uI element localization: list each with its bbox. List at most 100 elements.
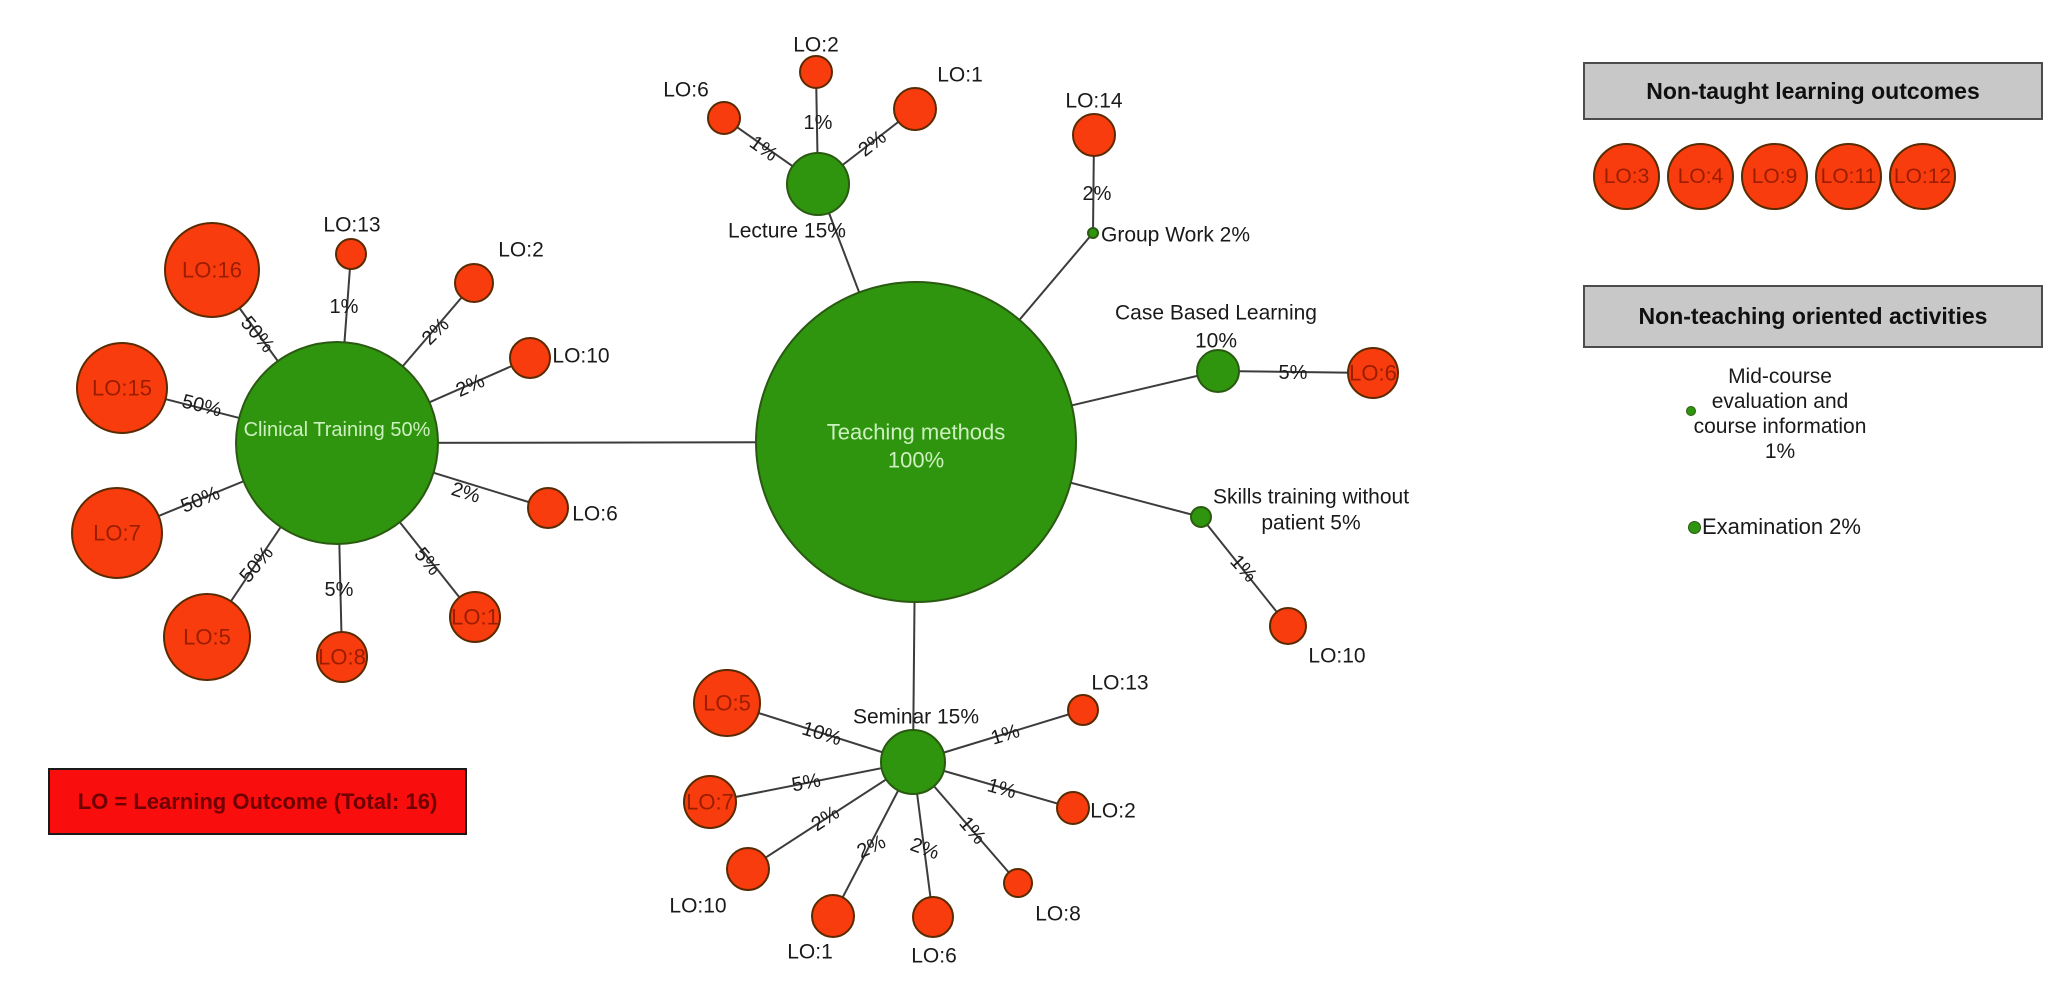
legend-box: LO = Learning Outcome (Total: 16) (48, 768, 467, 835)
pct-sem-lo10: 2% (807, 802, 843, 836)
non-taught-circle-lo4: LO:4 (1667, 143, 1734, 210)
pct-sem-lo2: 1% (985, 774, 1019, 803)
mid-course-line1: Mid-course (1728, 365, 1832, 388)
node-ct-lo5 (163, 593, 251, 681)
node-sem-lo13 (1067, 694, 1099, 726)
label-ct-lo2: LO:2 (498, 238, 544, 261)
non-taught-header: Non-taught learning outcomes (1583, 62, 2043, 120)
label-sem-lo6: LO:6 (911, 944, 957, 967)
label-sem-lo1: LO:1 (787, 940, 833, 963)
label-skills-line2: patient 5% (1261, 511, 1360, 534)
non-taught-circles-row: LO:3 LO:4 LO:9 LO:11 LO:12 (1593, 143, 1956, 210)
pct-sem-lo6: 2% (907, 834, 942, 865)
pct-ct-lo5: 50% (235, 542, 278, 587)
node-sem-lo8 (1003, 868, 1033, 898)
label-gw-lo14: LO:14 (1065, 89, 1123, 112)
node-ct-lo15 (76, 342, 168, 434)
node-label-sem-lo7: LO:7 (686, 790, 734, 815)
pct-sem-lo1: 2% (854, 831, 890, 863)
pct-ct-lo16: 50% (236, 312, 279, 357)
non-teaching-header: Non-teaching oriented activities (1583, 285, 2043, 348)
node-teaching-methods (755, 281, 1077, 603)
node-label-ct-lo8: LO:8 (318, 645, 366, 670)
label-case-based-line2: 10% (1195, 329, 1237, 352)
label-sem-lo8: LO:8 (1035, 902, 1081, 925)
label-ct-lo13: LO:13 (323, 213, 380, 236)
pct-ct-lo1: 5% (410, 544, 446, 580)
pct-ct-lo8: 5% (325, 579, 354, 601)
node-sem-lo6 (912, 896, 954, 938)
node-label-sem-lo5: LO:5 (703, 691, 751, 716)
label-skills-line1: Skills training without (1213, 485, 1409, 508)
examination-label: Examination 2% (1702, 514, 1861, 539)
pct-ct-lo6: 2% (449, 478, 483, 508)
label-sem-lo10: LO:10 (669, 894, 726, 917)
node-lec-lo2 (799, 55, 833, 89)
node-label-teaching-methods: 100% (888, 448, 944, 473)
pct-ct-lo2: 2% (418, 314, 454, 350)
pct-ct-lo7: 50% (178, 482, 224, 517)
node-ct-lo1 (449, 591, 501, 643)
label-group-work: Group Work 2% (1101, 223, 1250, 246)
node-cbl-lo6 (1347, 347, 1399, 399)
node-label-ct-lo7: LO:7 (93, 521, 141, 546)
edge-skills-training--st-lo10 (1200, 516, 1289, 627)
node-ct-lo13 (335, 238, 367, 270)
label-seminar: Seminar 15% (853, 705, 979, 728)
pct-lec-lo2: 1% (804, 112, 833, 134)
node-sem-lo2 (1056, 791, 1090, 825)
label-case-based-line1: Case Based Learning (1115, 301, 1317, 324)
edge-seminar--sem-lo7 (709, 761, 914, 803)
non-taught-circle-lo12: LO:12 (1889, 143, 1956, 210)
mid-course-line3: course information (1693, 415, 1867, 438)
node-skills-training (1190, 506, 1212, 528)
examination-item: Examination 2% (1688, 514, 1861, 540)
label-lec-lo6: LO:6 (663, 78, 709, 101)
node-lec-lo6 (707, 101, 741, 135)
node-label-ct-lo15: LO:15 (92, 376, 152, 401)
node-ct-lo16 (164, 222, 260, 318)
label-lec-lo1: LO:1 (937, 63, 983, 86)
legend-text: LO = Learning Outcome (Total: 16) (77, 788, 438, 814)
label-sem-lo13: LO:13 (1091, 671, 1148, 694)
pct-gw-lo14: 2% (1083, 183, 1112, 205)
mid-course-dot-icon (1686, 406, 1696, 416)
mid-course-line4: 1% (1764, 440, 1796, 463)
node-group-work (1087, 227, 1099, 239)
pct-ct-lo13: 1% (330, 296, 359, 318)
node-ct-lo2 (454, 263, 494, 303)
node-label-cbl-lo6: LO:6 (1349, 361, 1397, 386)
node-st-lo10 (1269, 607, 1307, 645)
pct-st-lo10: 1% (1225, 551, 1261, 587)
node-label-ct-lo5: LO:5 (183, 625, 231, 650)
node-gw-lo14 (1072, 113, 1116, 157)
mid-course-line2: evaluation and (1711, 390, 1849, 413)
non-taught-circle-lo3: LO:3 (1593, 143, 1660, 210)
node-ct-lo6 (527, 487, 569, 529)
label-lecture: Lecture 15% (728, 219, 846, 242)
node-sem-lo10 (726, 847, 770, 891)
examination-dot-icon (1688, 520, 1701, 534)
label-st-lo10: LO:10 (1308, 644, 1365, 667)
pct-ct-lo15: 50% (180, 390, 224, 421)
node-label-ct-lo16: LO:16 (182, 258, 242, 283)
label-ct-lo6: LO:6 (572, 502, 618, 525)
non-teaching-title: Non-teaching oriented activities (1638, 303, 1988, 329)
non-taught-circle-lo11: LO:11 (1815, 143, 1882, 210)
label-lec-lo2: LO:2 (793, 33, 839, 56)
pct-sem-lo5: 10% (799, 718, 844, 751)
node-sem-lo5 (693, 669, 761, 737)
label-ct-lo10: LO:10 (552, 344, 609, 367)
non-taught-circle-lo9: LO:9 (1741, 143, 1808, 210)
node-clinical-training (235, 341, 439, 545)
node-label-teaching-methods: Teaching methods (827, 420, 1006, 445)
node-lecture (786, 152, 850, 216)
node-case-based-learning (1196, 349, 1240, 393)
pct-ct-lo10: 2% (453, 370, 489, 402)
label-sem-lo2: LO:2 (1090, 799, 1136, 822)
node-seminar (880, 729, 946, 795)
node-lec-lo1 (893, 87, 937, 131)
node-ct-lo8 (316, 631, 368, 683)
